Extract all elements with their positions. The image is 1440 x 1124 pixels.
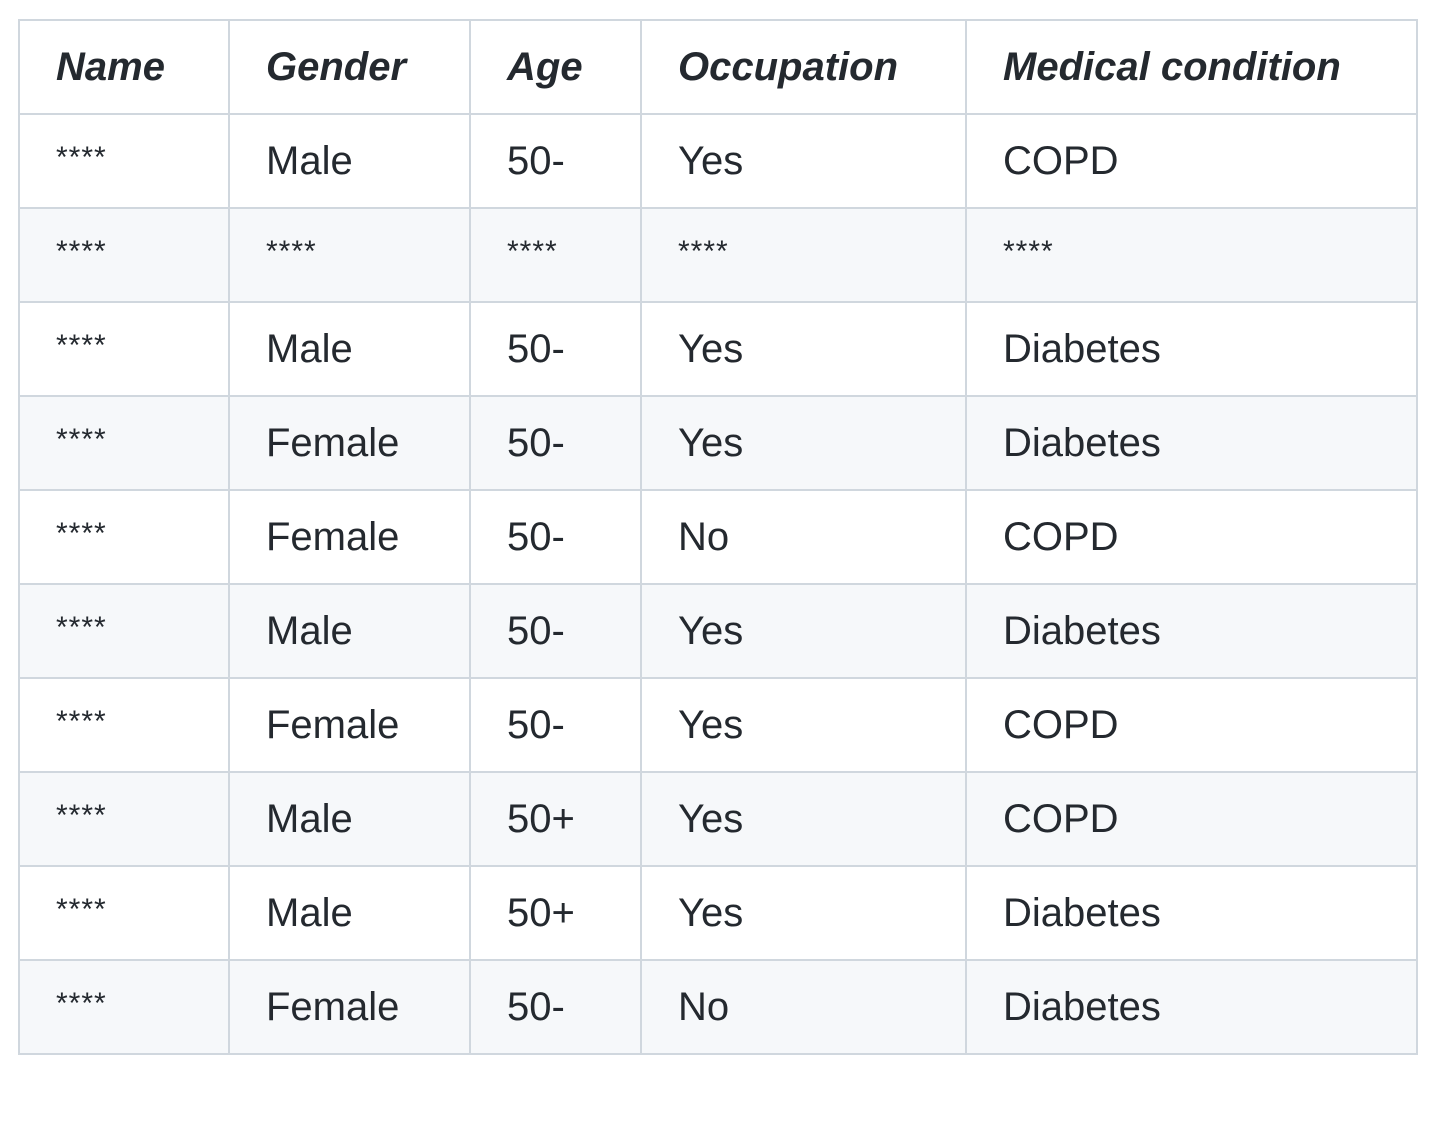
cell-name: ****: [18, 959, 230, 1055]
cell-name: ****: [18, 207, 230, 303]
table-row: **** Male 50- Yes Diabetes: [18, 583, 1418, 679]
cell-age: 50-: [469, 113, 642, 209]
cell-age: 50-: [469, 583, 642, 679]
table-row: **** Female 50- No COPD: [18, 489, 1418, 585]
cell-name: ****: [18, 677, 230, 773]
cell-age: ****: [469, 207, 642, 303]
table-row: **** Male 50- Yes Diabetes: [18, 301, 1418, 397]
cell-gender: Female: [228, 489, 471, 585]
cell-occupation: ****: [640, 207, 967, 303]
cell-medical-condition: ****: [965, 207, 1418, 303]
cell-gender: ****: [228, 207, 471, 303]
header-row: Name Gender Age Occupation Medical condi…: [18, 19, 1418, 115]
table-body: **** Male 50- Yes COPD **** **** **** **…: [18, 113, 1418, 1055]
cell-age: 50+: [469, 865, 642, 961]
cell-gender: Female: [228, 959, 471, 1055]
cell-occupation: Yes: [640, 583, 967, 679]
cell-gender: Female: [228, 395, 471, 491]
cell-age: 50-: [469, 395, 642, 491]
cell-medical-condition: Diabetes: [965, 301, 1418, 397]
cell-name: ****: [18, 395, 230, 491]
cell-gender: Male: [228, 113, 471, 209]
cell-occupation: Yes: [640, 301, 967, 397]
column-header-name: Name: [18, 19, 230, 115]
cell-medical-condition: Diabetes: [965, 583, 1418, 679]
cell-age: 50-: [469, 489, 642, 585]
cell-gender: Female: [228, 677, 471, 773]
cell-age: 50-: [469, 959, 642, 1055]
cell-occupation: Yes: [640, 113, 967, 209]
cell-occupation: Yes: [640, 865, 967, 961]
table-row: **** Male 50+ Yes COPD: [18, 771, 1418, 867]
cell-name: ****: [18, 771, 230, 867]
cell-name: ****: [18, 113, 230, 209]
cell-medical-condition: Diabetes: [965, 395, 1418, 491]
cell-occupation: No: [640, 959, 967, 1055]
cell-age: 50-: [469, 677, 642, 773]
table-row: **** **** **** **** ****: [18, 207, 1418, 303]
table-row: **** Female 50- No Diabetes: [18, 959, 1418, 1055]
column-header-gender: Gender: [228, 19, 471, 115]
cell-occupation: Yes: [640, 395, 967, 491]
patient-table: Name Gender Age Occupation Medical condi…: [18, 19, 1418, 1055]
table-row: **** Male 50+ Yes Diabetes: [18, 865, 1418, 961]
cell-name: ****: [18, 301, 230, 397]
cell-gender: Male: [228, 771, 471, 867]
cell-name: ****: [18, 865, 230, 961]
cell-gender: Male: [228, 301, 471, 397]
column-header-occupation: Occupation: [640, 19, 967, 115]
table-row: **** Male 50- Yes COPD: [18, 113, 1418, 209]
table-header: Name Gender Age Occupation Medical condi…: [18, 19, 1418, 115]
column-header-medical-condition: Medical condition: [965, 19, 1418, 115]
cell-name: ****: [18, 489, 230, 585]
cell-medical-condition: COPD: [965, 113, 1418, 209]
cell-medical-condition: COPD: [965, 489, 1418, 585]
cell-occupation: Yes: [640, 771, 967, 867]
cell-occupation: No: [640, 489, 967, 585]
cell-gender: Male: [228, 583, 471, 679]
cell-age: 50+: [469, 771, 642, 867]
cell-medical-condition: COPD: [965, 771, 1418, 867]
table-row: **** Female 50- Yes Diabetes: [18, 395, 1418, 491]
cell-medical-condition: Diabetes: [965, 959, 1418, 1055]
column-header-age: Age: [469, 19, 642, 115]
cell-name: ****: [18, 583, 230, 679]
table-row: **** Female 50- Yes COPD: [18, 677, 1418, 773]
cell-medical-condition: COPD: [965, 677, 1418, 773]
cell-occupation: Yes: [640, 677, 967, 773]
cell-age: 50-: [469, 301, 642, 397]
cell-medical-condition: Diabetes: [965, 865, 1418, 961]
cell-gender: Male: [228, 865, 471, 961]
